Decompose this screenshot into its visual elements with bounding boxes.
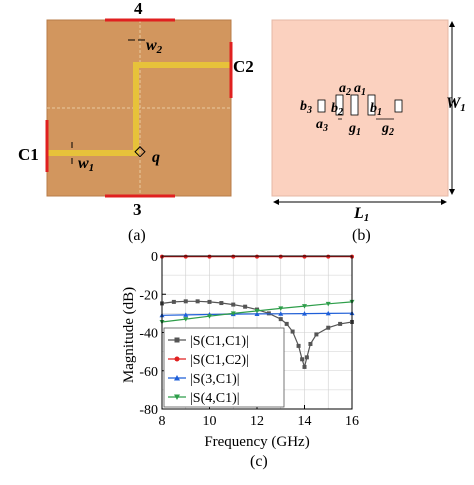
y-tick-label: -20 (139, 288, 158, 303)
point-marker (174, 337, 180, 343)
point-marker (296, 343, 301, 348)
panel-c: 8 10 12 14 16 0 -20 -40 -60 -80 Magnitude (dB) Fr… (121, 250, 359, 470)
w1-label: w1 (78, 155, 94, 174)
legend-entry: |S(C1,C2)| (168, 353, 249, 368)
point-marker (255, 254, 259, 259)
w2-label: w2 (146, 37, 163, 56)
stripline (48, 62, 231, 156)
caption-a: (a) (128, 227, 146, 244)
point-marker (183, 254, 188, 259)
legend-label: |S(C1,C2)| (190, 353, 249, 368)
x-tick-label: 10 (203, 414, 217, 429)
slot-small-right (394, 99, 403, 113)
point-marker (302, 364, 307, 369)
point-marker (302, 311, 307, 316)
caption-b: (b) (352, 227, 371, 244)
point-marker (174, 375, 180, 381)
x-tick-label: 16 (345, 414, 359, 429)
legend-entry: |S(3,C1)| (168, 372, 240, 387)
x-tick-label: 14 (298, 414, 312, 429)
point-marker (207, 314, 212, 319)
point-marker (183, 312, 189, 317)
chart-ticks: 8 10 12 14 16 0 -20 -40 -60 -80 (139, 250, 359, 429)
b3-label: b3 (300, 99, 312, 116)
point-marker (254, 308, 260, 314)
point-marker (338, 321, 343, 326)
legend-label: |S(4,C1)| (190, 391, 240, 406)
point-marker (325, 310, 331, 316)
point-marker (278, 317, 283, 322)
legend: |S(C1,C1)| |S(C1,C2)| |S(3,C1)| |S(4,C1)| (163, 327, 285, 408)
q-angle-mark (134, 146, 146, 158)
panel-b: a2 a1 b3 b2 b1 a3 g1 g2 W1 L1 (b) (271, 19, 466, 244)
point-marker (171, 299, 176, 304)
point-marker (231, 254, 236, 259)
series-2 (160, 254, 354, 259)
y-tick-label: 0 (151, 250, 158, 265)
point-marker (254, 311, 260, 316)
point-marker (183, 317, 189, 322)
point-marker (326, 254, 331, 259)
L1-label: L1 (353, 205, 369, 224)
point-marker (308, 341, 313, 346)
point-marker (230, 311, 236, 316)
point-marker (278, 306, 284, 311)
caption-c: (c) (250, 453, 268, 470)
point-marker (278, 254, 283, 259)
point-marker (326, 325, 331, 330)
point-marker (314, 332, 319, 337)
point-marker (302, 304, 307, 309)
x-tick-label: 12 (250, 414, 264, 429)
b2-label: b2 (331, 101, 343, 118)
y-tick-label: -60 (139, 365, 158, 380)
x-axis-label: Frequency (GHz) (204, 434, 309, 450)
slot-3 (367, 94, 376, 116)
point-marker (183, 299, 188, 304)
legend-label: |S(C1,C1)| (190, 334, 249, 349)
y-tick-label: -80 (139, 403, 158, 418)
slot-2 (350, 94, 359, 116)
point-marker (304, 355, 309, 360)
point-marker (207, 254, 212, 259)
port-4-label: 4 (134, 0, 143, 18)
g1-label: g1 (348, 121, 361, 138)
series-line (161, 300, 353, 370)
a2-label: a2 (339, 81, 351, 98)
a3-label: a3 (316, 117, 328, 134)
y-tick-label: -40 (139, 327, 158, 342)
a1-label: a1 (354, 81, 366, 98)
point-marker (174, 356, 180, 362)
point-marker (174, 394, 180, 400)
g2-label: g2 (381, 121, 394, 138)
q-label: q (152, 149, 160, 166)
port-3-label: 3 (133, 200, 142, 219)
legend-entry: |S(4,C1)| (168, 391, 240, 406)
point-marker (219, 301, 224, 306)
slot-small-left (317, 99, 326, 113)
ground-plane (271, 19, 449, 197)
point-marker (300, 357, 305, 362)
point-marker (284, 321, 289, 326)
point-marker (231, 302, 236, 307)
W1-label: W1 (446, 95, 466, 114)
port-C2-label: C2 (233, 57, 254, 76)
series-3 (159, 310, 355, 318)
point-marker (207, 299, 212, 304)
panel-a: 4 3 C1 C2 w1 w2 q (a) (18, 0, 254, 244)
legend-box (163, 327, 285, 408)
point-marker (302, 254, 307, 259)
point-marker (278, 311, 284, 316)
point-marker (325, 301, 331, 307)
legend-entry: |S(C1,C1)| (168, 334, 249, 349)
legend-label: |S(3,C1)| (190, 372, 240, 387)
x-tick-label: 8 (159, 414, 166, 429)
slot-1 (335, 94, 344, 116)
b1-label: b1 (370, 101, 382, 118)
y-axis-label: Magnitude (dB) (121, 287, 137, 383)
point-marker (243, 304, 248, 309)
point-marker (195, 299, 200, 304)
point-marker (290, 329, 295, 334)
port-C1-label: C1 (18, 145, 39, 164)
